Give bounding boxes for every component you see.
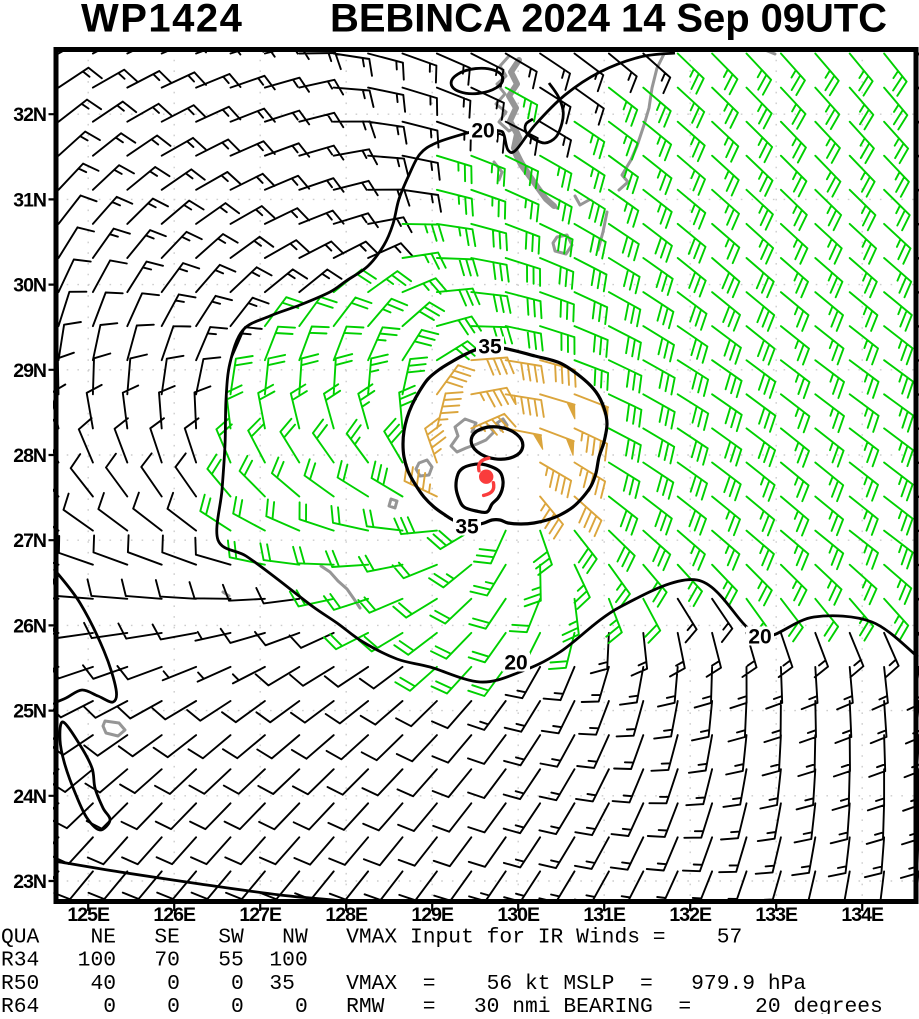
svg-text:131E: 131E (583, 904, 626, 926)
svg-text:QUA NE SE SW NW VMA: QUA NE SE SW NW VMAX Input for IR Winds … (1, 926, 742, 950)
svg-text:35: 35 (455, 516, 479, 539)
svg-text:129E: 129E (411, 904, 454, 926)
svg-text:26N: 26N (13, 615, 46, 637)
svg-text:31N: 31N (13, 189, 46, 211)
svg-text:R50 40 0 0 35 VMA: R50 40 0 0 35 VMAX = 56 kt MSLP = 979.9 … (1, 972, 806, 996)
svg-text:WP1424: WP1424 (81, 0, 243, 41)
svg-text:25N: 25N (13, 701, 46, 723)
svg-text:20: 20 (471, 120, 494, 143)
svg-text:134E: 134E (841, 904, 884, 926)
svg-text:20: 20 (748, 626, 771, 649)
svg-text:R64 0 0 0 0 RMW: R64 0 0 0 0 RMW = 30 nmi BEARING = 20 de… (1, 995, 883, 1014)
svg-text:29N: 29N (13, 360, 46, 382)
svg-text:132E: 132E (669, 904, 712, 926)
svg-text:23N: 23N (13, 871, 46, 893)
svg-text:130E: 130E (497, 904, 540, 926)
svg-text:125E: 125E (67, 904, 110, 926)
svg-text:32N: 32N (13, 104, 46, 126)
svg-text:133E: 133E (755, 904, 798, 926)
svg-text:24N: 24N (13, 786, 46, 808)
svg-text:35: 35 (478, 336, 502, 359)
svg-text:28N: 28N (13, 445, 46, 467)
svg-text:BEBINCA 2024 14 Sep 09UTC: BEBINCA 2024 14 Sep 09UTC (330, 0, 887, 41)
svg-text:20: 20 (504, 652, 527, 675)
svg-text:126E: 126E (153, 904, 196, 926)
svg-text:27N: 27N (13, 530, 46, 552)
svg-text:30N: 30N (13, 275, 46, 297)
svg-text:128E: 128E (325, 904, 368, 926)
svg-text:R34 100 70 55 100: R34 100 70 55 100 (1, 949, 308, 973)
svg-text:127E: 127E (239, 904, 282, 926)
